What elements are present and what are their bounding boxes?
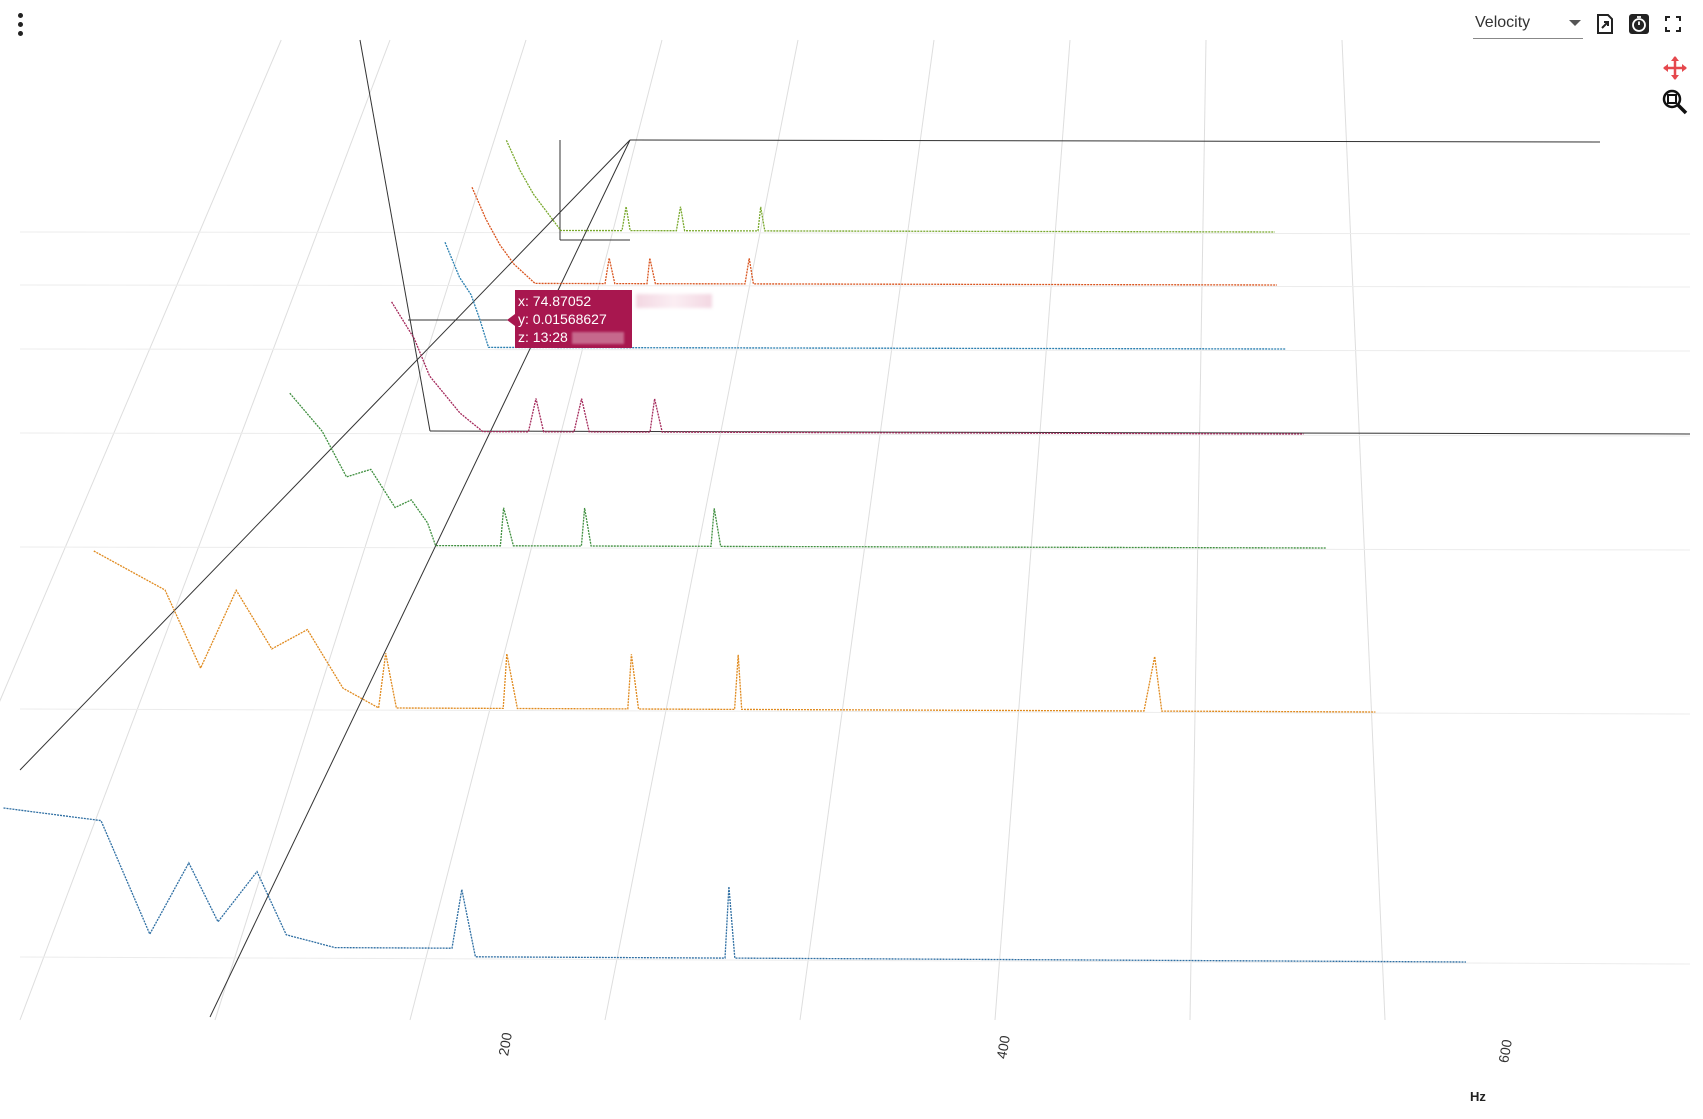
x-axis-title: Hz (1470, 1089, 1486, 1104)
axis-line (359, 39, 431, 432)
export-icon (1597, 13, 1613, 34)
chevron-down-icon (1569, 20, 1581, 26)
measure-select[interactable]: Velocity (1473, 8, 1583, 39)
series-line (505, 140, 1275, 233)
grid-line (19, 39, 391, 1021)
kebab-dot (17, 21, 23, 27)
grid-line (409, 39, 663, 1021)
grid-line (19, 231, 1691, 235)
chart-toolbar: Velocity (1473, 8, 1685, 39)
grid-line (19, 956, 1691, 965)
grid-line (19, 432, 1691, 437)
data-tooltip: x: 74.87052 y: 0.01568627 z: 13:28 (507, 290, 632, 348)
x-tick-label: 200 (495, 1031, 515, 1057)
axes-layer (19, 39, 1691, 1018)
grid-line (19, 348, 1691, 352)
grid-line (1341, 39, 1386, 1021)
timer-button[interactable] (1627, 12, 1651, 36)
series-line (391, 301, 1304, 435)
timer-icon (1629, 13, 1649, 34)
series-line (289, 392, 1327, 549)
redacted-label (636, 294, 712, 308)
series-layer (3, 140, 1467, 963)
axis-line (629, 139, 1601, 143)
kebab-dot (17, 30, 23, 36)
chart-side-tools (1661, 54, 1689, 116)
labels-layer: 200 400 600 Hz (495, 1031, 1515, 1104)
grid-line (19, 546, 1691, 551)
zoom-icon (1662, 89, 1688, 115)
pan-button[interactable] (1661, 54, 1689, 82)
grid-line (1189, 39, 1207, 1021)
grid-line (994, 39, 1071, 1021)
x-tick-label: 600 (1495, 1038, 1515, 1064)
tooltip-z: z: 13:28 (518, 329, 568, 345)
grid-line (604, 39, 799, 1021)
grid-line (214, 39, 527, 1021)
export-button[interactable] (1593, 12, 1617, 36)
fullscreen-button[interactable] (1661, 12, 1685, 36)
x-tick-label: 400 (993, 1034, 1013, 1060)
grid-line (0, 39, 282, 702)
axis-line (209, 139, 631, 1018)
redacted-value (571, 332, 624, 345)
zoom-button[interactable] (1661, 88, 1689, 116)
grid-line (19, 284, 1691, 288)
grid-line (799, 39, 935, 1021)
grid-layer (0, 39, 1691, 1021)
fullscreen-icon (1665, 15, 1681, 32)
kebab-dot (17, 12, 23, 18)
series-line (93, 550, 1376, 713)
kebab-menu-icon[interactable] (8, 10, 32, 38)
tooltip-y: y: 0.01568627 (518, 311, 607, 327)
axis-line (19, 139, 631, 771)
pan-move-icon (1663, 56, 1687, 80)
tooltip-x: x: 74.87052 (518, 293, 592, 309)
grid-line (19, 708, 1691, 715)
series-line (471, 187, 1278, 286)
measure-select-value: Velocity (1475, 14, 1531, 31)
series-line (3, 807, 1467, 963)
